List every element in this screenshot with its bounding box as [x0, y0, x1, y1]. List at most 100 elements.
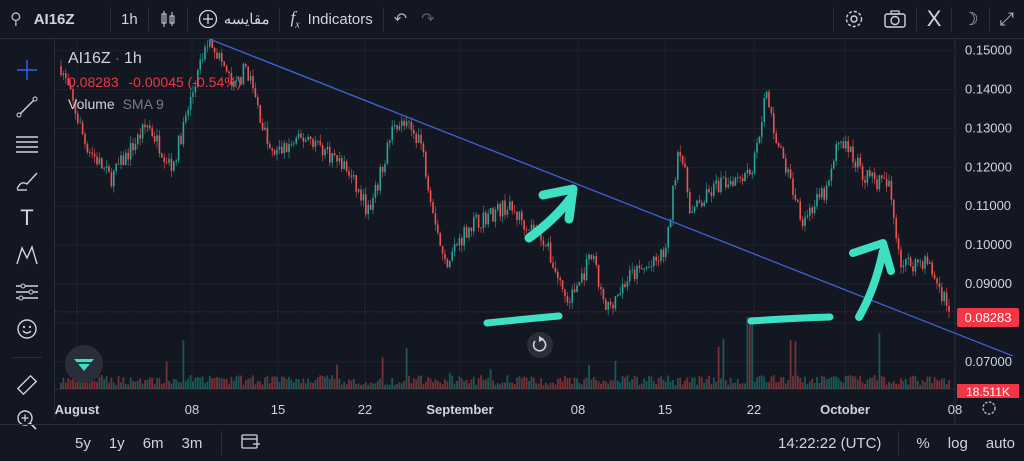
candle-body	[861, 165, 864, 180]
candle-body	[866, 170, 869, 183]
volume-bar	[436, 380, 439, 389]
volume-bar	[158, 377, 161, 389]
volume-bar	[504, 382, 506, 389]
volume-bar	[854, 376, 857, 389]
pattern-tool[interactable]	[0, 240, 54, 270]
screenshot-button[interactable]	[874, 0, 916, 38]
range-5y-button[interactable]: 5y	[75, 434, 91, 452]
plus-circle-icon	[198, 9, 217, 29]
volume-bar	[638, 384, 641, 389]
brush-icon	[16, 172, 38, 191]
volume-bar	[67, 378, 70, 389]
volume-bar	[940, 378, 943, 389]
volume-bar	[134, 381, 137, 389]
candle-body	[91, 152, 93, 154]
price-chart[interactable]: 0.15000 0.14000 0.13000 0.12000 0.11000 0.100…	[55, 39, 1024, 424]
candle-body	[458, 238, 461, 246]
zoom-tool[interactable]	[0, 405, 54, 435]
candle-body	[737, 177, 739, 179]
trendline-drawing[interactable]	[209, 39, 1013, 357]
volume-bar	[568, 377, 571, 389]
volume-bar	[636, 376, 638, 389]
fullscreen-button[interactable]: ⤢	[990, 0, 1024, 38]
goto-date-button[interactable]	[232, 432, 270, 454]
candle-body	[369, 204, 372, 210]
volume-bar	[177, 381, 180, 389]
candle-body	[840, 141, 842, 143]
candle-body	[667, 227, 669, 248]
fib-tool[interactable]	[0, 129, 54, 159]
ruler-tool[interactable]	[0, 370, 54, 400]
candle-body	[655, 256, 657, 261]
axis-settings-button[interactable]	[982, 401, 996, 415]
volume-bar	[297, 378, 300, 389]
trendline-tool[interactable]	[0, 92, 54, 122]
candle-type-button[interactable]	[149, 0, 187, 38]
candle-body	[84, 134, 86, 145]
clock-time[interactable]: 14:22:22 (UTC)	[778, 434, 882, 452]
volume-bar	[285, 379, 288, 389]
symbol-label: AI16Z	[33, 10, 75, 28]
crosshair-tool[interactable]	[0, 55, 54, 85]
candle-body	[497, 204, 499, 210]
candle-body	[141, 124, 144, 139]
range-6m-button[interactable]: 6m	[142, 434, 164, 452]
settings-button[interactable]	[834, 0, 874, 38]
symbol-search[interactable]: ⚲ AI16Z	[0, 0, 110, 38]
volume-bar	[98, 376, 101, 389]
candle-body	[309, 136, 312, 139]
candle-body	[290, 143, 293, 145]
volume-bar	[556, 378, 559, 389]
time-axis[interactable]: August 08 15 22 September 08 15 22 October 08	[55, 402, 962, 417]
emoji-tool[interactable]	[0, 314, 54, 344]
candle-body	[259, 104, 261, 123]
theme-button[interactable]: ☽	[952, 0, 988, 38]
candle-body	[941, 286, 943, 302]
candle-body	[837, 142, 840, 145]
volume-bar	[724, 380, 727, 389]
candle-body	[62, 73, 65, 75]
volume-bar	[379, 378, 382, 389]
candle-body	[777, 143, 780, 147]
candle-body	[429, 190, 432, 202]
range-3m-button[interactable]: 3m	[181, 434, 203, 452]
percent-toggle[interactable]: %	[916, 434, 930, 452]
volume-bar	[938, 380, 941, 389]
volume-bar	[216, 376, 218, 389]
volume-bar	[103, 379, 106, 389]
range-1y-button[interactable]: 1y	[108, 434, 125, 452]
candle-body	[900, 249, 902, 268]
refresh-icon	[532, 338, 547, 352]
volume-bar	[304, 383, 307, 389]
volume-bar	[741, 383, 744, 389]
redo-button[interactable]: ↷	[417, 0, 444, 38]
indicators-button[interactable]: fx Indicators	[280, 0, 382, 38]
candle-body	[146, 125, 149, 128]
volume-bar	[470, 379, 473, 389]
price-tick-label: 0.11000	[965, 198, 1011, 213]
volume-bar	[256, 381, 259, 389]
undo-button[interactable]: ↶	[384, 0, 417, 38]
candle-body	[679, 151, 681, 156]
candle-body	[439, 232, 441, 246]
text-tool[interactable]: T	[0, 203, 54, 233]
candle-body	[626, 281, 629, 287]
auto-toggle[interactable]: auto	[985, 434, 1015, 452]
candle-body	[929, 262, 931, 264]
interval-button[interactable]: 1h	[111, 0, 148, 38]
scroll-reset-button[interactable]	[527, 332, 553, 358]
x-share-button[interactable]: X	[917, 0, 952, 38]
compare-button[interactable]: مقایسه	[188, 0, 280, 38]
measure-tool[interactable]	[0, 277, 54, 307]
brush-tool[interactable]	[0, 166, 54, 196]
candle-body	[650, 265, 653, 267]
volume-bar	[520, 378, 523, 389]
volume-bar	[907, 384, 910, 389]
volume-bar	[343, 381, 346, 389]
candle-body	[569, 302, 571, 304]
volume-bar	[292, 382, 295, 389]
candle-body	[621, 284, 624, 294]
log-toggle[interactable]: log	[947, 434, 968, 452]
candle-body	[132, 143, 134, 151]
candle-body	[917, 259, 919, 263]
